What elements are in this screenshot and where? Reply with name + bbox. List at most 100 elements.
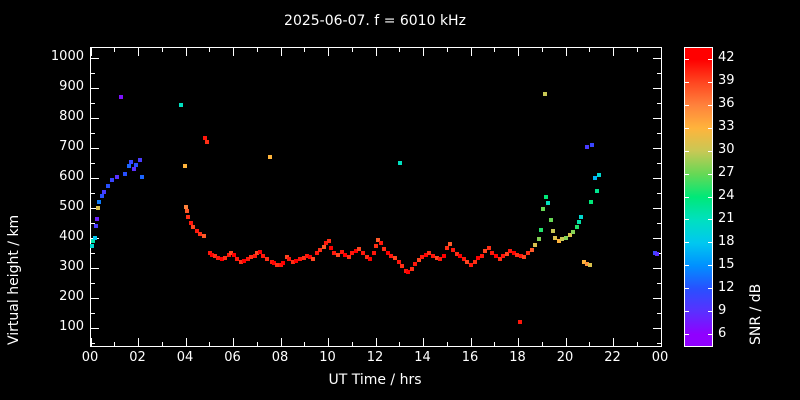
y-minor-tick xyxy=(91,72,95,74)
x-minor-tick xyxy=(494,48,496,52)
y-minor-tick xyxy=(91,252,95,254)
y-tick-label: 400 xyxy=(59,229,84,245)
data-point xyxy=(567,233,572,238)
data-point xyxy=(472,259,477,264)
data-point xyxy=(409,266,414,271)
y-minor-tick xyxy=(91,342,95,344)
colorbar-tick-label: 18 xyxy=(718,233,735,249)
y-major-tick xyxy=(91,207,99,209)
data-point xyxy=(445,245,450,250)
y-major-tick xyxy=(91,297,99,299)
data-point xyxy=(314,251,319,256)
data-point xyxy=(574,224,579,229)
colorbar-tick-label: 24 xyxy=(718,188,735,203)
data-point xyxy=(454,251,459,256)
data-point xyxy=(203,135,207,140)
data-point xyxy=(307,254,312,259)
colorbar-tick xyxy=(708,127,712,129)
x-major-tick xyxy=(470,48,472,56)
colorbar-tick xyxy=(708,219,712,221)
data-point xyxy=(587,262,592,267)
data-point xyxy=(438,257,443,262)
y-major-tick xyxy=(91,267,99,269)
x-minor-tick xyxy=(446,342,448,346)
colorbar-tick xyxy=(685,104,689,106)
y-tick-label: 200 xyxy=(59,289,84,305)
x-minor-tick xyxy=(589,48,591,52)
x-major-tick xyxy=(138,48,139,56)
data-point xyxy=(92,236,97,241)
data-point xyxy=(311,256,316,261)
data-point xyxy=(219,257,224,262)
x-major-tick xyxy=(328,48,329,56)
colorbar-tick xyxy=(708,58,712,60)
x-major-tick xyxy=(518,48,519,56)
data-point xyxy=(249,255,254,260)
y-minor-tick xyxy=(657,222,661,224)
colorbar-tick xyxy=(685,81,689,83)
data-point xyxy=(564,235,568,240)
y-major-tick xyxy=(653,297,661,299)
y-major-tick xyxy=(91,87,99,89)
y-tick-label: 800 xyxy=(59,109,84,125)
data-point xyxy=(261,254,266,259)
data-point xyxy=(118,95,123,100)
data-point xyxy=(581,259,586,264)
data-point xyxy=(493,253,498,258)
x-major-tick xyxy=(375,48,377,56)
data-point xyxy=(476,255,481,260)
data-point xyxy=(542,92,547,97)
data-point xyxy=(326,239,331,244)
data-point xyxy=(529,248,534,253)
data-point xyxy=(360,251,365,256)
data-point xyxy=(585,144,590,149)
y-minor-tick xyxy=(657,72,661,74)
x-tick-label: 12 xyxy=(366,350,384,365)
data-point xyxy=(129,159,134,164)
data-point xyxy=(423,252,428,257)
y-tick-label: 1000 xyxy=(50,49,84,65)
data-point xyxy=(268,155,273,160)
chart-title: 2025-06-07. f = 6010 kHz xyxy=(284,13,466,29)
data-point xyxy=(371,250,376,255)
data-point xyxy=(231,252,236,257)
y-minor-tick xyxy=(657,162,661,164)
data-point xyxy=(389,253,394,258)
colorbar-tick-label: 9 xyxy=(718,302,727,318)
data-point xyxy=(548,217,553,222)
data-point xyxy=(653,250,658,255)
x-minor-tick xyxy=(494,342,496,346)
y-tick-label: 300 xyxy=(59,259,84,275)
data-point xyxy=(185,209,190,214)
data-point xyxy=(368,257,373,262)
y-minor-tick xyxy=(657,312,661,314)
x-minor-tick xyxy=(161,342,163,346)
data-point xyxy=(522,254,527,259)
y-major-tick xyxy=(653,147,661,149)
x-major-tick xyxy=(613,48,614,56)
y-tick-label: 100 xyxy=(59,319,84,335)
data-point xyxy=(479,253,484,258)
colorbar-tick xyxy=(685,334,689,336)
colorbar-tick xyxy=(685,127,689,129)
data-point xyxy=(397,161,402,166)
data-point xyxy=(127,164,131,169)
x-minor-tick xyxy=(256,48,258,52)
x-major-tick xyxy=(90,338,92,346)
x-major-tick xyxy=(185,338,187,346)
y-major-tick xyxy=(653,117,661,119)
data-point xyxy=(526,251,530,256)
data-point xyxy=(400,263,405,268)
x-minor-tick xyxy=(589,342,591,346)
data-point xyxy=(281,260,286,265)
data-point xyxy=(511,250,516,255)
x-tick-label: 22 xyxy=(604,350,621,365)
data-point xyxy=(350,251,355,256)
x-major-tick xyxy=(90,48,92,56)
x-tick-label: 16 xyxy=(461,350,479,365)
y-major-tick xyxy=(91,57,99,59)
x-minor-tick xyxy=(399,48,401,52)
data-point xyxy=(110,177,115,182)
x-minor-tick xyxy=(161,48,163,52)
